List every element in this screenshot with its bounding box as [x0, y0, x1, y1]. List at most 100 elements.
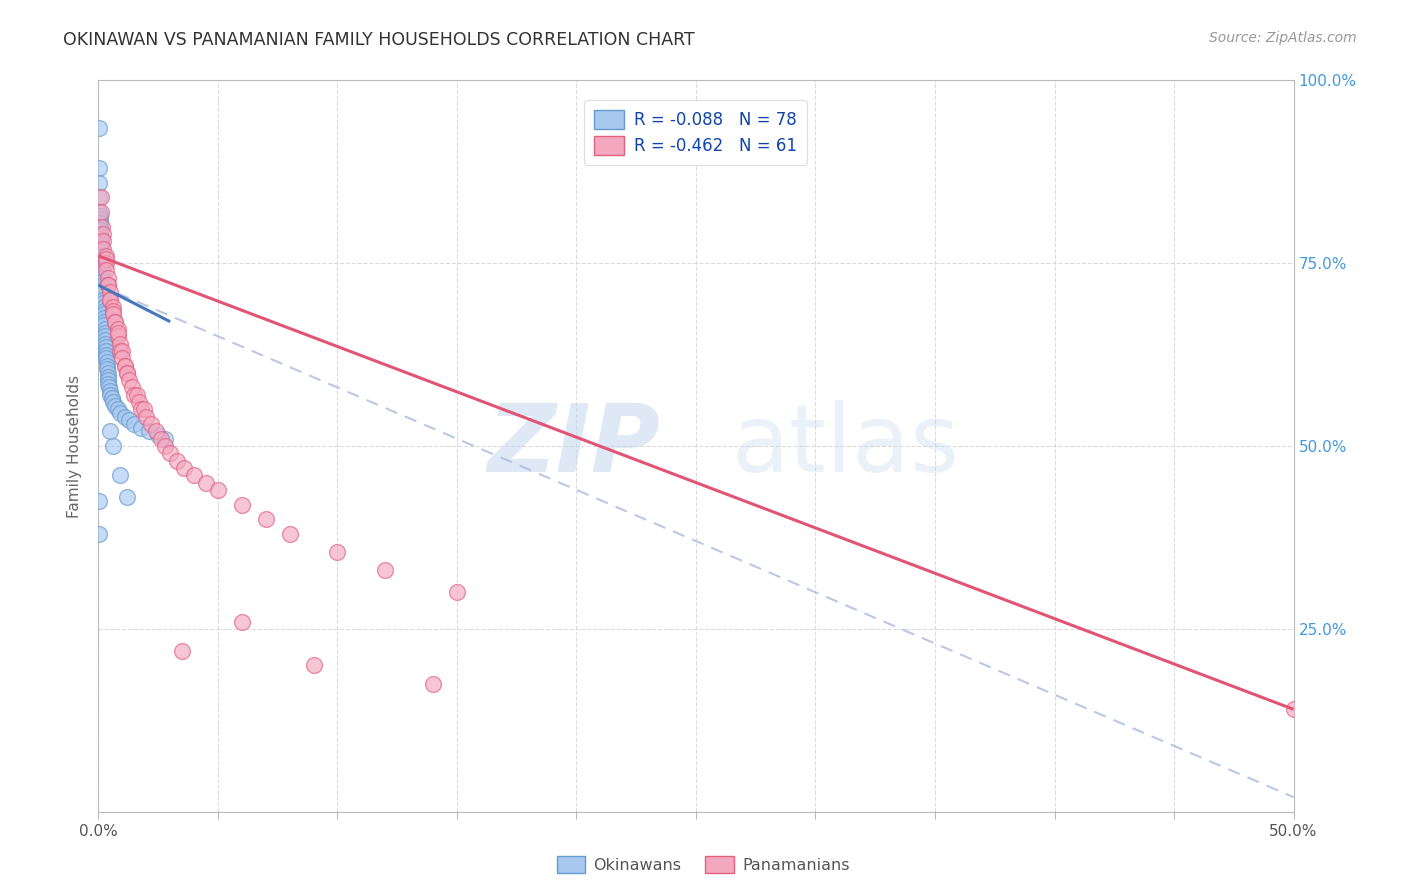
Point	[422, 676, 444, 690]
Point	[93, 318, 115, 333]
Point	[98, 380, 121, 394]
Point	[139, 417, 162, 431]
Point	[302, 658, 325, 673]
Point	[91, 219, 114, 234]
Point	[94, 256, 117, 270]
Point	[101, 395, 124, 409]
Point	[97, 278, 120, 293]
Point	[94, 340, 117, 354]
Text: Source: ZipAtlas.com: Source: ZipAtlas.com	[1209, 31, 1357, 45]
Point	[149, 432, 172, 446]
Point	[90, 190, 112, 204]
Point	[94, 263, 117, 277]
Point	[90, 234, 112, 248]
Point	[89, 526, 111, 541]
Point	[91, 278, 114, 293]
Point	[108, 336, 131, 351]
Point	[172, 644, 194, 658]
Point	[121, 380, 143, 394]
Point	[97, 270, 120, 285]
Point	[96, 366, 118, 380]
Point	[98, 285, 122, 300]
Point	[108, 343, 131, 358]
Point	[94, 347, 117, 362]
Point	[93, 310, 115, 325]
Point	[91, 282, 114, 296]
Point	[101, 300, 124, 314]
Point	[101, 303, 124, 318]
Point	[107, 329, 129, 343]
Point	[94, 343, 117, 358]
Point	[90, 237, 112, 252]
Point	[90, 242, 112, 256]
Point	[89, 223, 111, 237]
Y-axis label: Family Households: Family Households	[67, 375, 83, 517]
Point	[94, 326, 117, 340]
Point	[326, 545, 349, 559]
Point	[89, 212, 111, 227]
Point	[93, 296, 115, 310]
Point	[93, 300, 115, 314]
Point	[101, 307, 124, 321]
Point	[98, 388, 122, 402]
Point	[90, 252, 112, 267]
Point	[374, 563, 396, 577]
Point	[118, 413, 141, 427]
Point	[111, 343, 134, 358]
Point	[91, 285, 114, 300]
Point	[89, 209, 111, 223]
Point	[254, 512, 277, 526]
Point	[93, 315, 115, 329]
Point	[89, 176, 111, 190]
Point	[94, 249, 117, 263]
Point	[94, 252, 117, 267]
Point	[97, 373, 120, 387]
Point	[89, 219, 111, 234]
Point	[90, 205, 112, 219]
Point	[96, 359, 118, 373]
Point	[107, 326, 129, 340]
Point	[90, 249, 112, 263]
Point	[90, 249, 112, 263]
Point	[91, 270, 114, 285]
Point	[94, 333, 117, 347]
Point	[94, 336, 117, 351]
Text: atlas: atlas	[733, 400, 960, 492]
Point	[145, 425, 167, 439]
Point	[98, 384, 121, 399]
Point	[183, 468, 205, 483]
Point	[124, 388, 146, 402]
Point	[114, 409, 136, 424]
Legend: R = -0.088   N = 78, R = -0.462   N = 61: R = -0.088 N = 78, R = -0.462 N = 61	[583, 100, 807, 165]
Point	[91, 242, 114, 256]
Point	[111, 351, 134, 366]
Point	[87, 120, 110, 135]
Point	[91, 293, 114, 307]
Point	[107, 402, 129, 417]
Point	[89, 205, 111, 219]
Point	[90, 230, 112, 244]
Point	[100, 392, 122, 406]
Point	[98, 293, 122, 307]
Point	[96, 351, 118, 366]
Point	[91, 275, 114, 289]
Text: ZIP: ZIP	[488, 400, 661, 492]
Point	[166, 453, 188, 467]
Legend: Okinawans, Panamanians: Okinawans, Panamanians	[550, 849, 856, 880]
Point	[98, 293, 122, 307]
Point	[114, 359, 136, 373]
Point	[97, 278, 120, 293]
Point	[89, 494, 111, 508]
Point	[114, 359, 136, 373]
Point	[89, 161, 111, 175]
Point	[98, 425, 122, 439]
Point	[97, 369, 120, 384]
Point	[91, 267, 114, 281]
Point	[148, 428, 170, 442]
Point	[89, 227, 111, 241]
Point	[115, 490, 138, 504]
Point	[91, 227, 114, 241]
Point	[91, 263, 114, 277]
Point	[93, 322, 115, 336]
Point	[138, 425, 160, 439]
